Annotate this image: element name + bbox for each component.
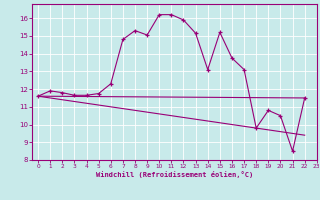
X-axis label: Windchill (Refroidissement éolien,°C): Windchill (Refroidissement éolien,°C) <box>96 171 253 178</box>
